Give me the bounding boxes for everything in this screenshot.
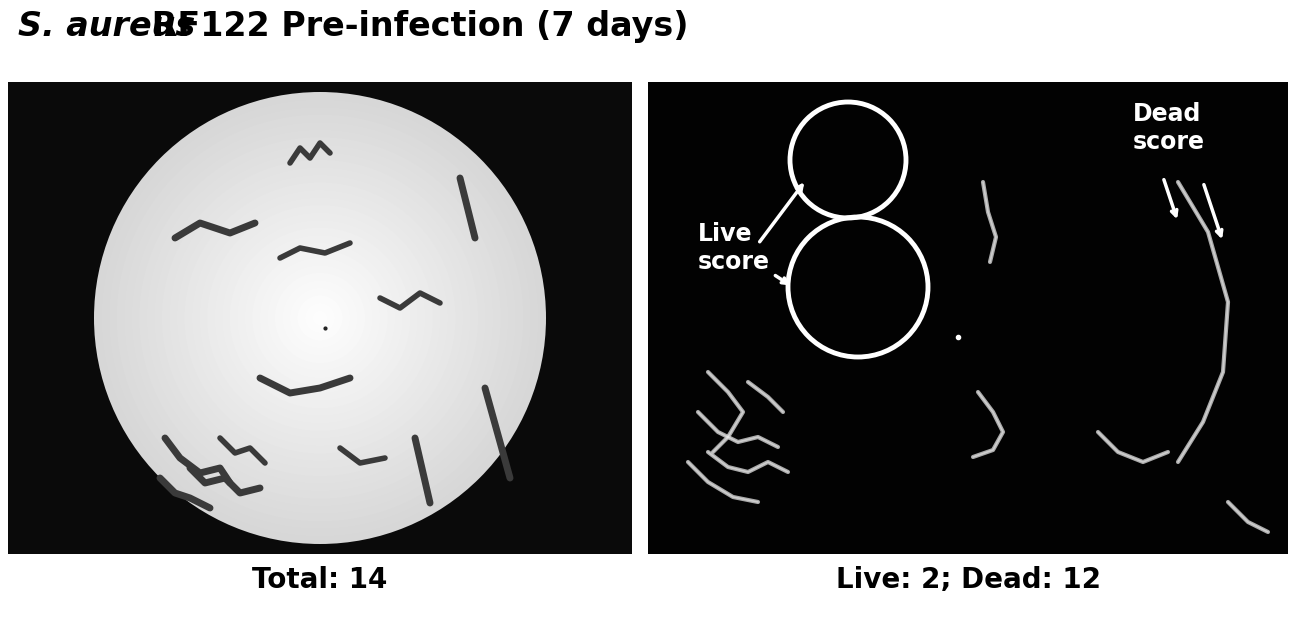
Ellipse shape	[229, 228, 411, 408]
Text: RF122 Pre-infection (7 days): RF122 Pre-infection (7 days)	[140, 10, 688, 43]
Ellipse shape	[305, 303, 336, 333]
Ellipse shape	[124, 122, 516, 514]
Ellipse shape	[117, 115, 524, 522]
Ellipse shape	[207, 205, 433, 431]
Text: Live
score: Live score	[699, 222, 770, 274]
Ellipse shape	[192, 190, 448, 446]
Ellipse shape	[245, 243, 395, 393]
Ellipse shape	[184, 182, 456, 454]
Ellipse shape	[200, 197, 441, 439]
Ellipse shape	[283, 280, 358, 356]
Ellipse shape	[222, 220, 417, 416]
Ellipse shape	[139, 137, 500, 499]
Ellipse shape	[154, 152, 486, 484]
Text: Live: 2; Dead: 12: Live: 2; Dead: 12	[836, 566, 1100, 594]
Text: Total: 14: Total: 14	[253, 566, 388, 594]
Ellipse shape	[275, 273, 365, 363]
Ellipse shape	[176, 175, 463, 461]
Bar	[648, 82, 1288, 554]
Ellipse shape	[146, 145, 494, 491]
Bar	[8, 82, 632, 554]
Ellipse shape	[95, 92, 546, 544]
Ellipse shape	[259, 258, 380, 378]
Text: Dead
score: Dead score	[1133, 102, 1205, 154]
Ellipse shape	[267, 265, 373, 371]
Ellipse shape	[312, 311, 328, 326]
Text: S. aureus: S. aureus	[18, 10, 196, 43]
Ellipse shape	[253, 250, 388, 386]
Ellipse shape	[109, 107, 531, 529]
Ellipse shape	[215, 213, 425, 424]
Ellipse shape	[101, 100, 538, 537]
Ellipse shape	[162, 160, 478, 476]
Ellipse shape	[290, 288, 350, 348]
Ellipse shape	[237, 235, 403, 401]
Ellipse shape	[297, 295, 342, 341]
Ellipse shape	[132, 130, 508, 506]
Ellipse shape	[170, 167, 470, 469]
